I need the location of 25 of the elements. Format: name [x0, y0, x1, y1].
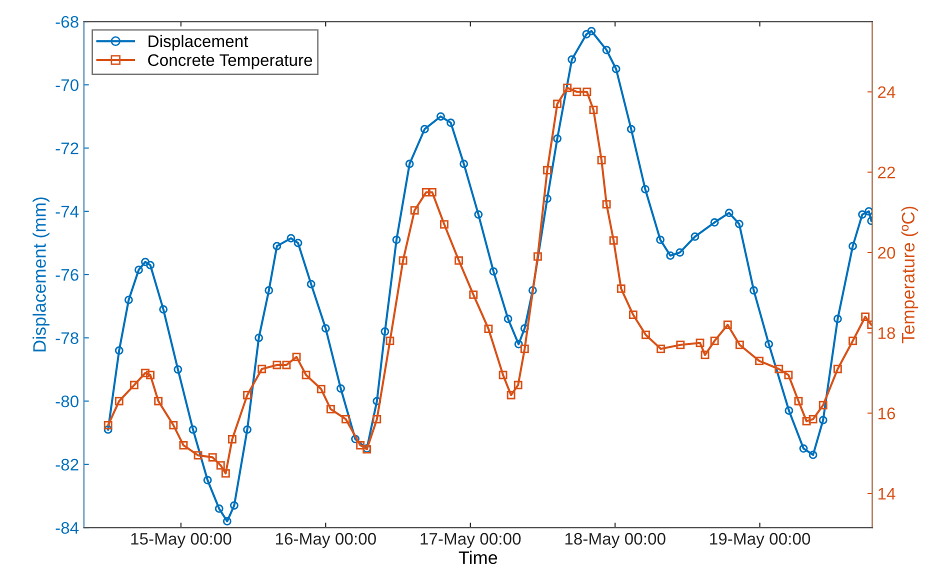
y2-tick-label: 16 — [878, 408, 896, 420]
y-tick-label: -78 — [56, 332, 78, 344]
legend-label: Concrete Temperature — [148, 54, 312, 70]
x-axis-title: Time — [458, 550, 498, 564]
y-tick-label: -82 — [56, 458, 78, 471]
x-tick-label: 19-May 00:00 — [710, 532, 810, 548]
y-tick-label: -72 — [56, 142, 78, 154]
y2-tick-label: 24 — [878, 86, 896, 98]
y2-tick-label: 14 — [878, 488, 896, 500]
y-tick-label: -76 — [56, 268, 78, 281]
y-tick-label: -74 — [56, 206, 79, 218]
y-tick-label: -68 — [56, 16, 78, 28]
y-tick-label: -70 — [56, 79, 78, 92]
x-tick-label: 17-May 00:00 — [420, 532, 521, 548]
x-tick-label: 16-May 00:00 — [276, 532, 376, 548]
y-axis-title: Displacement (mm) — [32, 197, 50, 352]
x-tick-label: 18-May 00:00 — [565, 532, 666, 548]
y-tick-label: -84 — [56, 522, 79, 534]
y2-tick-label: 22 — [878, 166, 895, 178]
y2-tick-label: 18 — [878, 327, 896, 340]
y-tick-label: -80 — [56, 396, 78, 408]
y2-tick-label: 20 — [878, 246, 896, 259]
y2-axis-title: Temperature (ºC) — [901, 206, 918, 344]
legend-label: Displacement — [148, 34, 248, 50]
x-tick-label: 15-May 00:00 — [131, 532, 232, 548]
